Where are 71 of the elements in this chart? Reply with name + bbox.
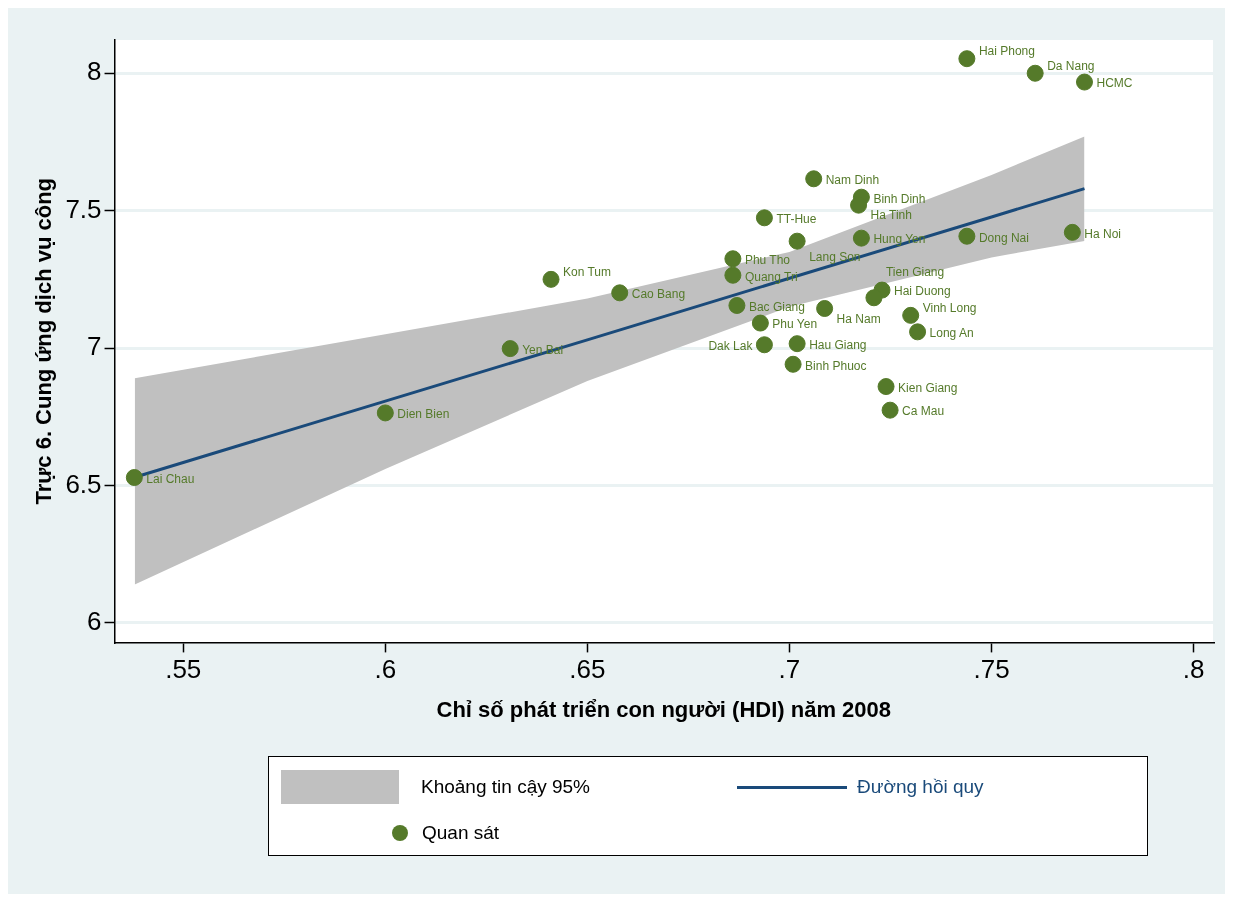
point [755, 209, 773, 227]
annotation: Nam Dinh [825, 173, 880, 188]
point [909, 323, 927, 341]
annotation: Lai Chau [146, 471, 195, 486]
x-tick-label: .55 [165, 654, 202, 685]
annotation: Tien Giang [885, 265, 945, 280]
annotation: Ha Tinh [870, 208, 912, 223]
y-axis-title: Trực 6. Cung ứng dịch vụ công [31, 177, 57, 505]
point [850, 196, 868, 214]
x-tick-label: .8 [1182, 654, 1205, 685]
annotation: HCMC [1096, 76, 1133, 91]
point [881, 401, 899, 419]
point [958, 50, 976, 68]
annotation: Ha Noi [1084, 226, 1122, 241]
point [728, 296, 746, 314]
point [125, 469, 143, 487]
y-tick-label: 7 [87, 331, 102, 362]
point [788, 335, 806, 353]
point [784, 355, 802, 373]
legend-label: Quan sát [422, 822, 500, 844]
annotation: Vinh Long [922, 300, 977, 315]
point [611, 284, 629, 302]
annotation: Dak Lak [708, 339, 754, 354]
point [805, 170, 823, 188]
point [376, 404, 394, 422]
point [788, 232, 806, 250]
point [751, 314, 769, 332]
x-axis-title: Chỉ số phát triển con người (HDI) năm 2008 [436, 696, 892, 722]
annotation: Binh Phuoc [805, 358, 867, 373]
annotation: TT-Hue [776, 212, 817, 227]
point [542, 270, 560, 288]
annotation: Ca Mau [902, 404, 945, 419]
point [501, 340, 519, 358]
point [852, 229, 870, 247]
text: Khoảng tin cậy 95% [421, 776, 591, 798]
point [755, 336, 773, 354]
point [958, 227, 976, 245]
point [724, 250, 742, 268]
annotation: Phu Tho [744, 253, 791, 268]
x-tick-label: .65 [569, 654, 606, 685]
point [724, 266, 742, 284]
x-tick-label: .6 [374, 654, 397, 685]
annotation: Bac Giang [748, 299, 805, 314]
annotation: Kon Tum [563, 264, 612, 279]
annotation: Long An [929, 326, 974, 341]
annotation: Hai Duong [894, 284, 951, 299]
point [816, 300, 834, 317]
point [877, 378, 895, 396]
x-tick-label: .75 [973, 654, 1010, 685]
x-tick-label: .7 [778, 654, 801, 685]
annotation: Cao Bang [631, 287, 686, 302]
annotation: Phu Yen [772, 317, 818, 332]
y-tick-label: 8 [87, 56, 102, 87]
point [1075, 73, 1093, 91]
y-tick-label: 7.5 [65, 193, 102, 224]
annotation: Dien Bien [397, 407, 450, 422]
point [1026, 64, 1044, 82]
annotation: Dong Nai [978, 230, 1029, 245]
annotation: Binh Dinh [873, 191, 926, 206]
y-tick-label: 6.5 [65, 468, 102, 499]
annotation: Da Nang [1047, 58, 1095, 73]
text: Đường hồi quy [857, 776, 984, 798]
point [1063, 223, 1081, 241]
annotation: Hai Phong [978, 44, 1035, 58]
point [902, 306, 920, 324]
annotation: Quang Tri [744, 269, 798, 284]
annotation: Hau Giang [809, 337, 867, 352]
annotation: Ha Nam [836, 311, 881, 326]
y-tick-label: 6 [87, 606, 102, 637]
annotation: Kien Giang [898, 380, 958, 395]
point [865, 289, 883, 307]
